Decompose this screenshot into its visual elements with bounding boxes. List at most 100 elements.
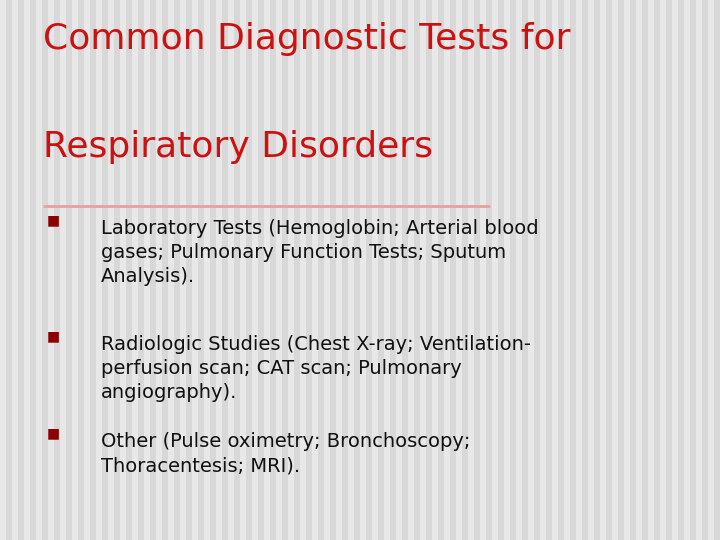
Bar (108, 0, 114, 540)
Bar (258, 0, 264, 540)
Bar (114, 0, 120, 540)
Bar (492, 0, 498, 540)
Bar (162, 0, 168, 540)
Bar (60, 0, 66, 540)
Text: ■: ■ (47, 329, 60, 343)
Bar (126, 0, 132, 540)
Bar (642, 0, 648, 540)
Bar (594, 0, 600, 540)
Bar (120, 0, 126, 540)
Bar (672, 0, 678, 540)
Bar (144, 0, 150, 540)
Bar (0, 0, 6, 540)
Bar (654, 0, 660, 540)
Bar (18, 0, 24, 540)
Bar (696, 0, 702, 540)
Bar (468, 0, 474, 540)
Bar (330, 0, 336, 540)
Bar (270, 0, 276, 540)
Bar (276, 0, 282, 540)
Bar (708, 0, 714, 540)
Bar (78, 0, 84, 540)
Bar (564, 0, 570, 540)
Bar (306, 0, 312, 540)
Bar (210, 0, 216, 540)
Bar (6, 0, 12, 540)
Bar (66, 0, 72, 540)
Bar (138, 0, 144, 540)
Bar (480, 0, 486, 540)
Bar (96, 0, 102, 540)
Bar (534, 0, 540, 540)
Bar (378, 0, 384, 540)
Bar (420, 0, 426, 540)
Bar (414, 0, 420, 540)
Bar (12, 0, 18, 540)
Bar (648, 0, 654, 540)
Bar (606, 0, 612, 540)
Bar (390, 0, 396, 540)
Bar (168, 0, 174, 540)
Bar (42, 0, 48, 540)
Bar (372, 0, 378, 540)
Bar (216, 0, 222, 540)
Bar (246, 0, 252, 540)
Bar (174, 0, 180, 540)
Bar (666, 0, 672, 540)
Bar (312, 0, 318, 540)
Bar (198, 0, 204, 540)
Bar (486, 0, 492, 540)
Bar (624, 0, 630, 540)
Bar (636, 0, 642, 540)
Bar (714, 0, 720, 540)
Bar (324, 0, 330, 540)
Bar (474, 0, 480, 540)
Bar (408, 0, 414, 540)
Bar (588, 0, 594, 540)
Bar (618, 0, 624, 540)
Bar (462, 0, 468, 540)
Bar (522, 0, 528, 540)
Bar (300, 0, 306, 540)
Text: Other (Pulse oximetry; Bronchoscopy;
Thoracentesis; MRI).: Other (Pulse oximetry; Bronchoscopy; Tho… (101, 432, 470, 475)
Bar (336, 0, 342, 540)
Text: Radiologic Studies (Chest X-ray; Ventilation-
perfusion scan; CAT scan; Pulmonar: Radiologic Studies (Chest X-ray; Ventila… (101, 335, 531, 402)
Bar (438, 0, 444, 540)
Bar (582, 0, 588, 540)
Text: Laboratory Tests (Hemoglobin; Arterial blood
gases; Pulmonary Function Tests; Sp: Laboratory Tests (Hemoglobin; Arterial b… (101, 219, 539, 286)
Bar (630, 0, 636, 540)
Bar (150, 0, 156, 540)
Bar (678, 0, 684, 540)
Bar (90, 0, 96, 540)
Bar (510, 0, 516, 540)
Bar (600, 0, 606, 540)
Bar (528, 0, 534, 540)
Bar (612, 0, 618, 540)
Text: ■: ■ (47, 213, 60, 227)
Bar (516, 0, 522, 540)
Bar (450, 0, 456, 540)
Bar (432, 0, 438, 540)
Bar (360, 0, 366, 540)
Bar (318, 0, 324, 540)
Bar (348, 0, 354, 540)
Text: Respiratory Disorders: Respiratory Disorders (43, 130, 433, 164)
Bar (660, 0, 666, 540)
Bar (84, 0, 90, 540)
Text: ■: ■ (47, 427, 60, 441)
Bar (702, 0, 708, 540)
Bar (684, 0, 690, 540)
Bar (366, 0, 372, 540)
Bar (570, 0, 576, 540)
Bar (72, 0, 78, 540)
Bar (36, 0, 42, 540)
Bar (54, 0, 60, 540)
Bar (228, 0, 234, 540)
Bar (156, 0, 162, 540)
Bar (294, 0, 300, 540)
Bar (426, 0, 432, 540)
Bar (132, 0, 138, 540)
Bar (576, 0, 582, 540)
Bar (690, 0, 696, 540)
Bar (498, 0, 504, 540)
